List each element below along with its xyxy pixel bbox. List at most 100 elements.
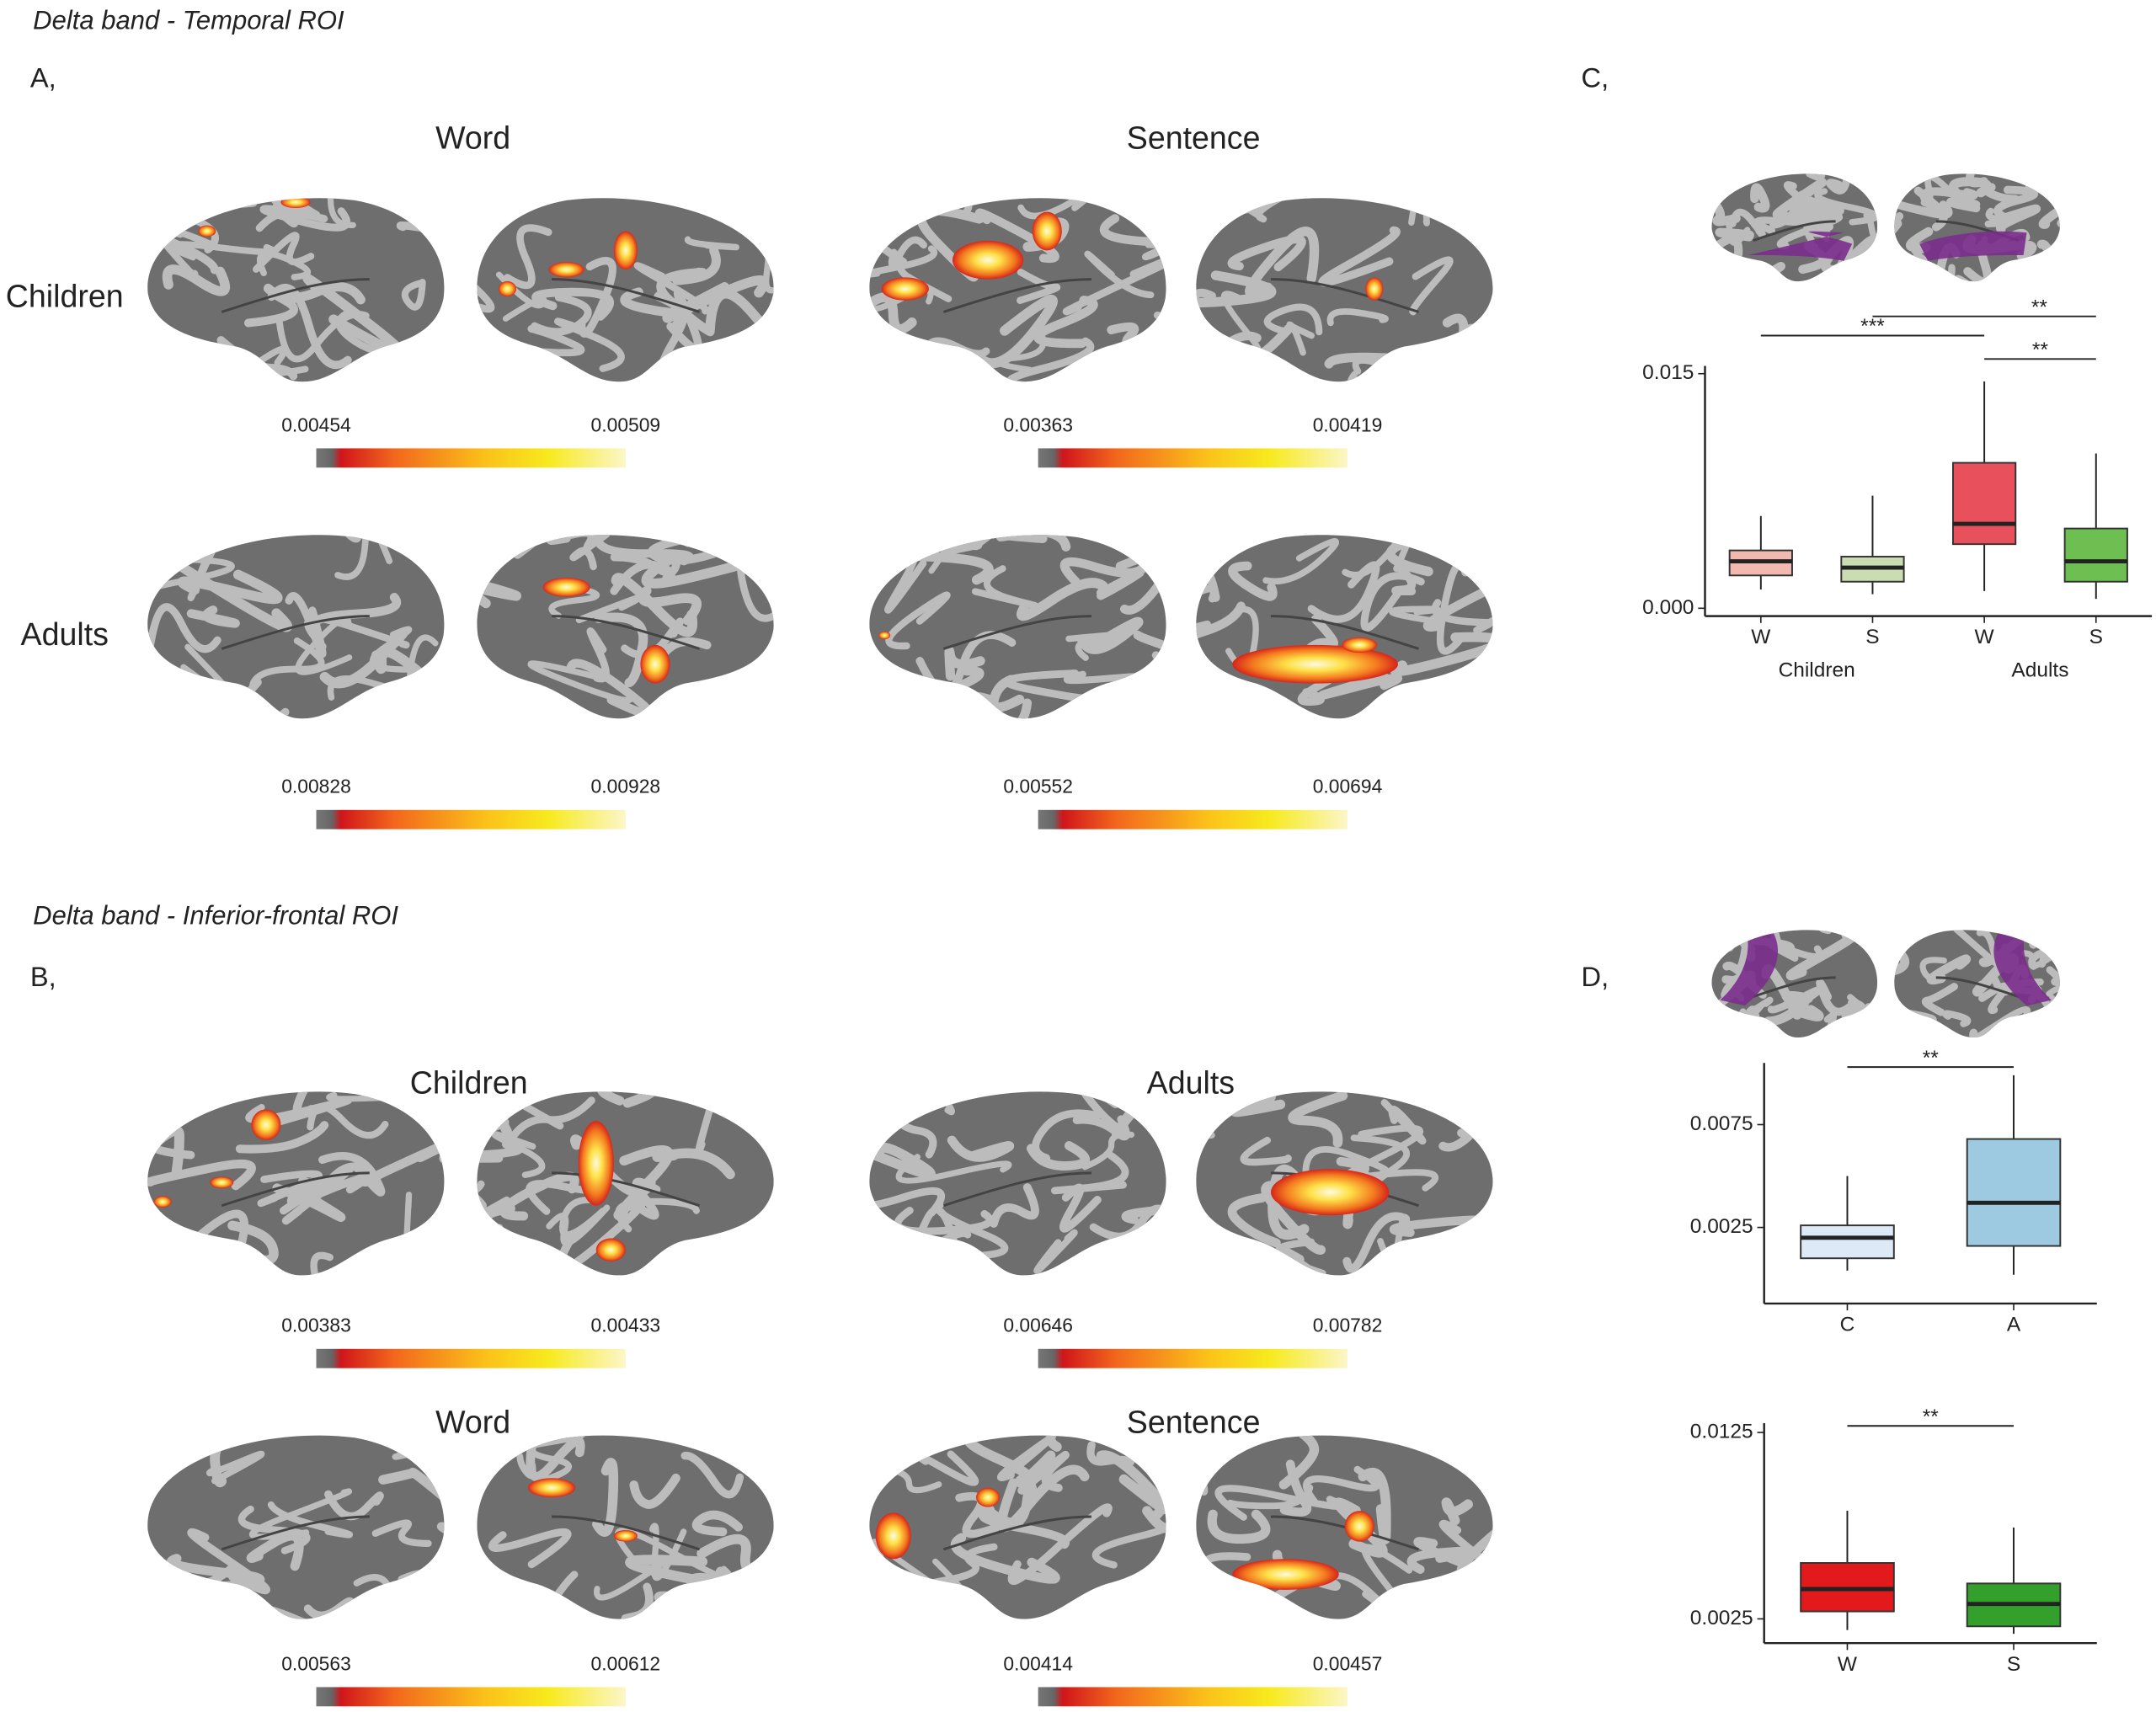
gyrus [597,1463,614,1532]
colorbar [1038,809,1348,829]
activation [952,240,1024,280]
gyrus [182,574,277,599]
gyrus [1748,1009,1757,1023]
gyrus [2000,209,2036,229]
brain [1145,487,1551,719]
gyrus [1440,487,1524,540]
gyrus [1022,583,1103,616]
brain [1154,167,1532,400]
gyrus [168,269,226,291]
gyrus [2050,970,2079,983]
gyrus [1305,1149,1386,1180]
sylvian-fissure [1271,1517,1419,1549]
activation [1365,277,1384,301]
gyrus [1822,909,1864,930]
gyrus [1289,324,1311,352]
gyrus [984,300,1053,363]
group-label: Adults [2011,659,2068,681]
gyrus [1066,253,1185,312]
panel-label: A, [30,61,56,93]
gyrus [701,1256,792,1286]
gyrus [1171,322,1203,364]
gyrus [1364,576,1421,628]
brain [1703,909,1878,1044]
gyrus [1147,1501,1177,1528]
brain [52,1435,515,1659]
gyrus [581,720,652,755]
gyrus [432,239,491,310]
x-tick-label: C [1840,1314,1855,1336]
activation [640,644,670,684]
y-tick-label: 0.0025 [1690,1607,1753,1629]
gyrus [1091,1445,1131,1462]
gyrus [1145,233,1186,258]
gyrus [1051,1390,1091,1447]
gyrus [1738,1030,1759,1044]
gyrus [1465,675,1551,716]
section-title: Delta band - Inferior-frontal ROI [33,900,398,930]
gyrus [1235,1096,1280,1112]
gyrus [696,131,725,195]
gyrus [151,607,218,649]
colorbar [1038,1348,1348,1368]
gyrus [191,610,235,623]
column-label: Children [410,1064,528,1100]
sylvian-fissure [943,280,1091,312]
gyrus [1951,200,1977,208]
gyrus [1502,345,1532,394]
brain [1684,173,1878,282]
gyrus [2029,171,2068,186]
gyrus [1076,1119,1126,1136]
gyrus [1347,1216,1406,1268]
x-tick-label: S [2089,626,2103,648]
gyrus [86,1253,157,1278]
colorbar [1038,448,1348,468]
colorbar-min: 0.00646 [1003,1315,1073,1336]
activation [1424,346,1472,366]
gyrus [1311,565,1376,619]
gyrus [1973,1032,1993,1039]
y-tick-label: 0.0125 [1690,1421,1753,1443]
panel-label: B, [30,961,56,992]
gyrus [775,1439,818,1480]
gyrus [514,718,595,778]
colorbar-min: 0.00383 [281,1315,351,1336]
gyrus [128,249,149,282]
gyrus [809,536,878,573]
gyrus [1219,167,1281,197]
activation [153,1196,172,1208]
gyrus [1164,1610,1219,1651]
sylvian-fissure [943,1517,1091,1549]
column-label: Sentence [1127,1405,1261,1440]
gyrus [643,591,696,621]
gyrus [1022,1455,1065,1491]
colorbar-min: 0.00454 [281,413,351,435]
gyrus [779,1508,811,1541]
activation [595,1238,626,1261]
gyrus [492,1532,568,1564]
gyrus [732,346,787,358]
gyrus [1888,216,1900,234]
gyrus [323,1156,382,1192]
gyrus [1283,1421,1314,1485]
y-tick-label: 0.0025 [1690,1215,1753,1238]
gyrus [1119,1604,1166,1629]
gyrus [1137,1252,1194,1261]
sylvian-fissure [1271,280,1419,312]
gyrus [1923,960,1944,981]
gyrus [376,652,420,673]
gyrus [710,294,783,347]
gyrus [1250,232,1315,294]
column-label: Adults [1147,1064,1235,1100]
gyrus [1116,700,1151,760]
colorbar-min: 0.00363 [1003,413,1073,435]
gyrus [507,228,548,285]
sylvian-fissure [1271,616,1419,649]
colorbar-min: 0.00563 [281,1652,351,1674]
activation [210,1176,234,1189]
gyrus [770,244,811,286]
gyrus [376,1523,429,1543]
gyrus [738,528,773,542]
y-tick-label: 0.015 [1642,361,1694,384]
brain [74,535,449,719]
